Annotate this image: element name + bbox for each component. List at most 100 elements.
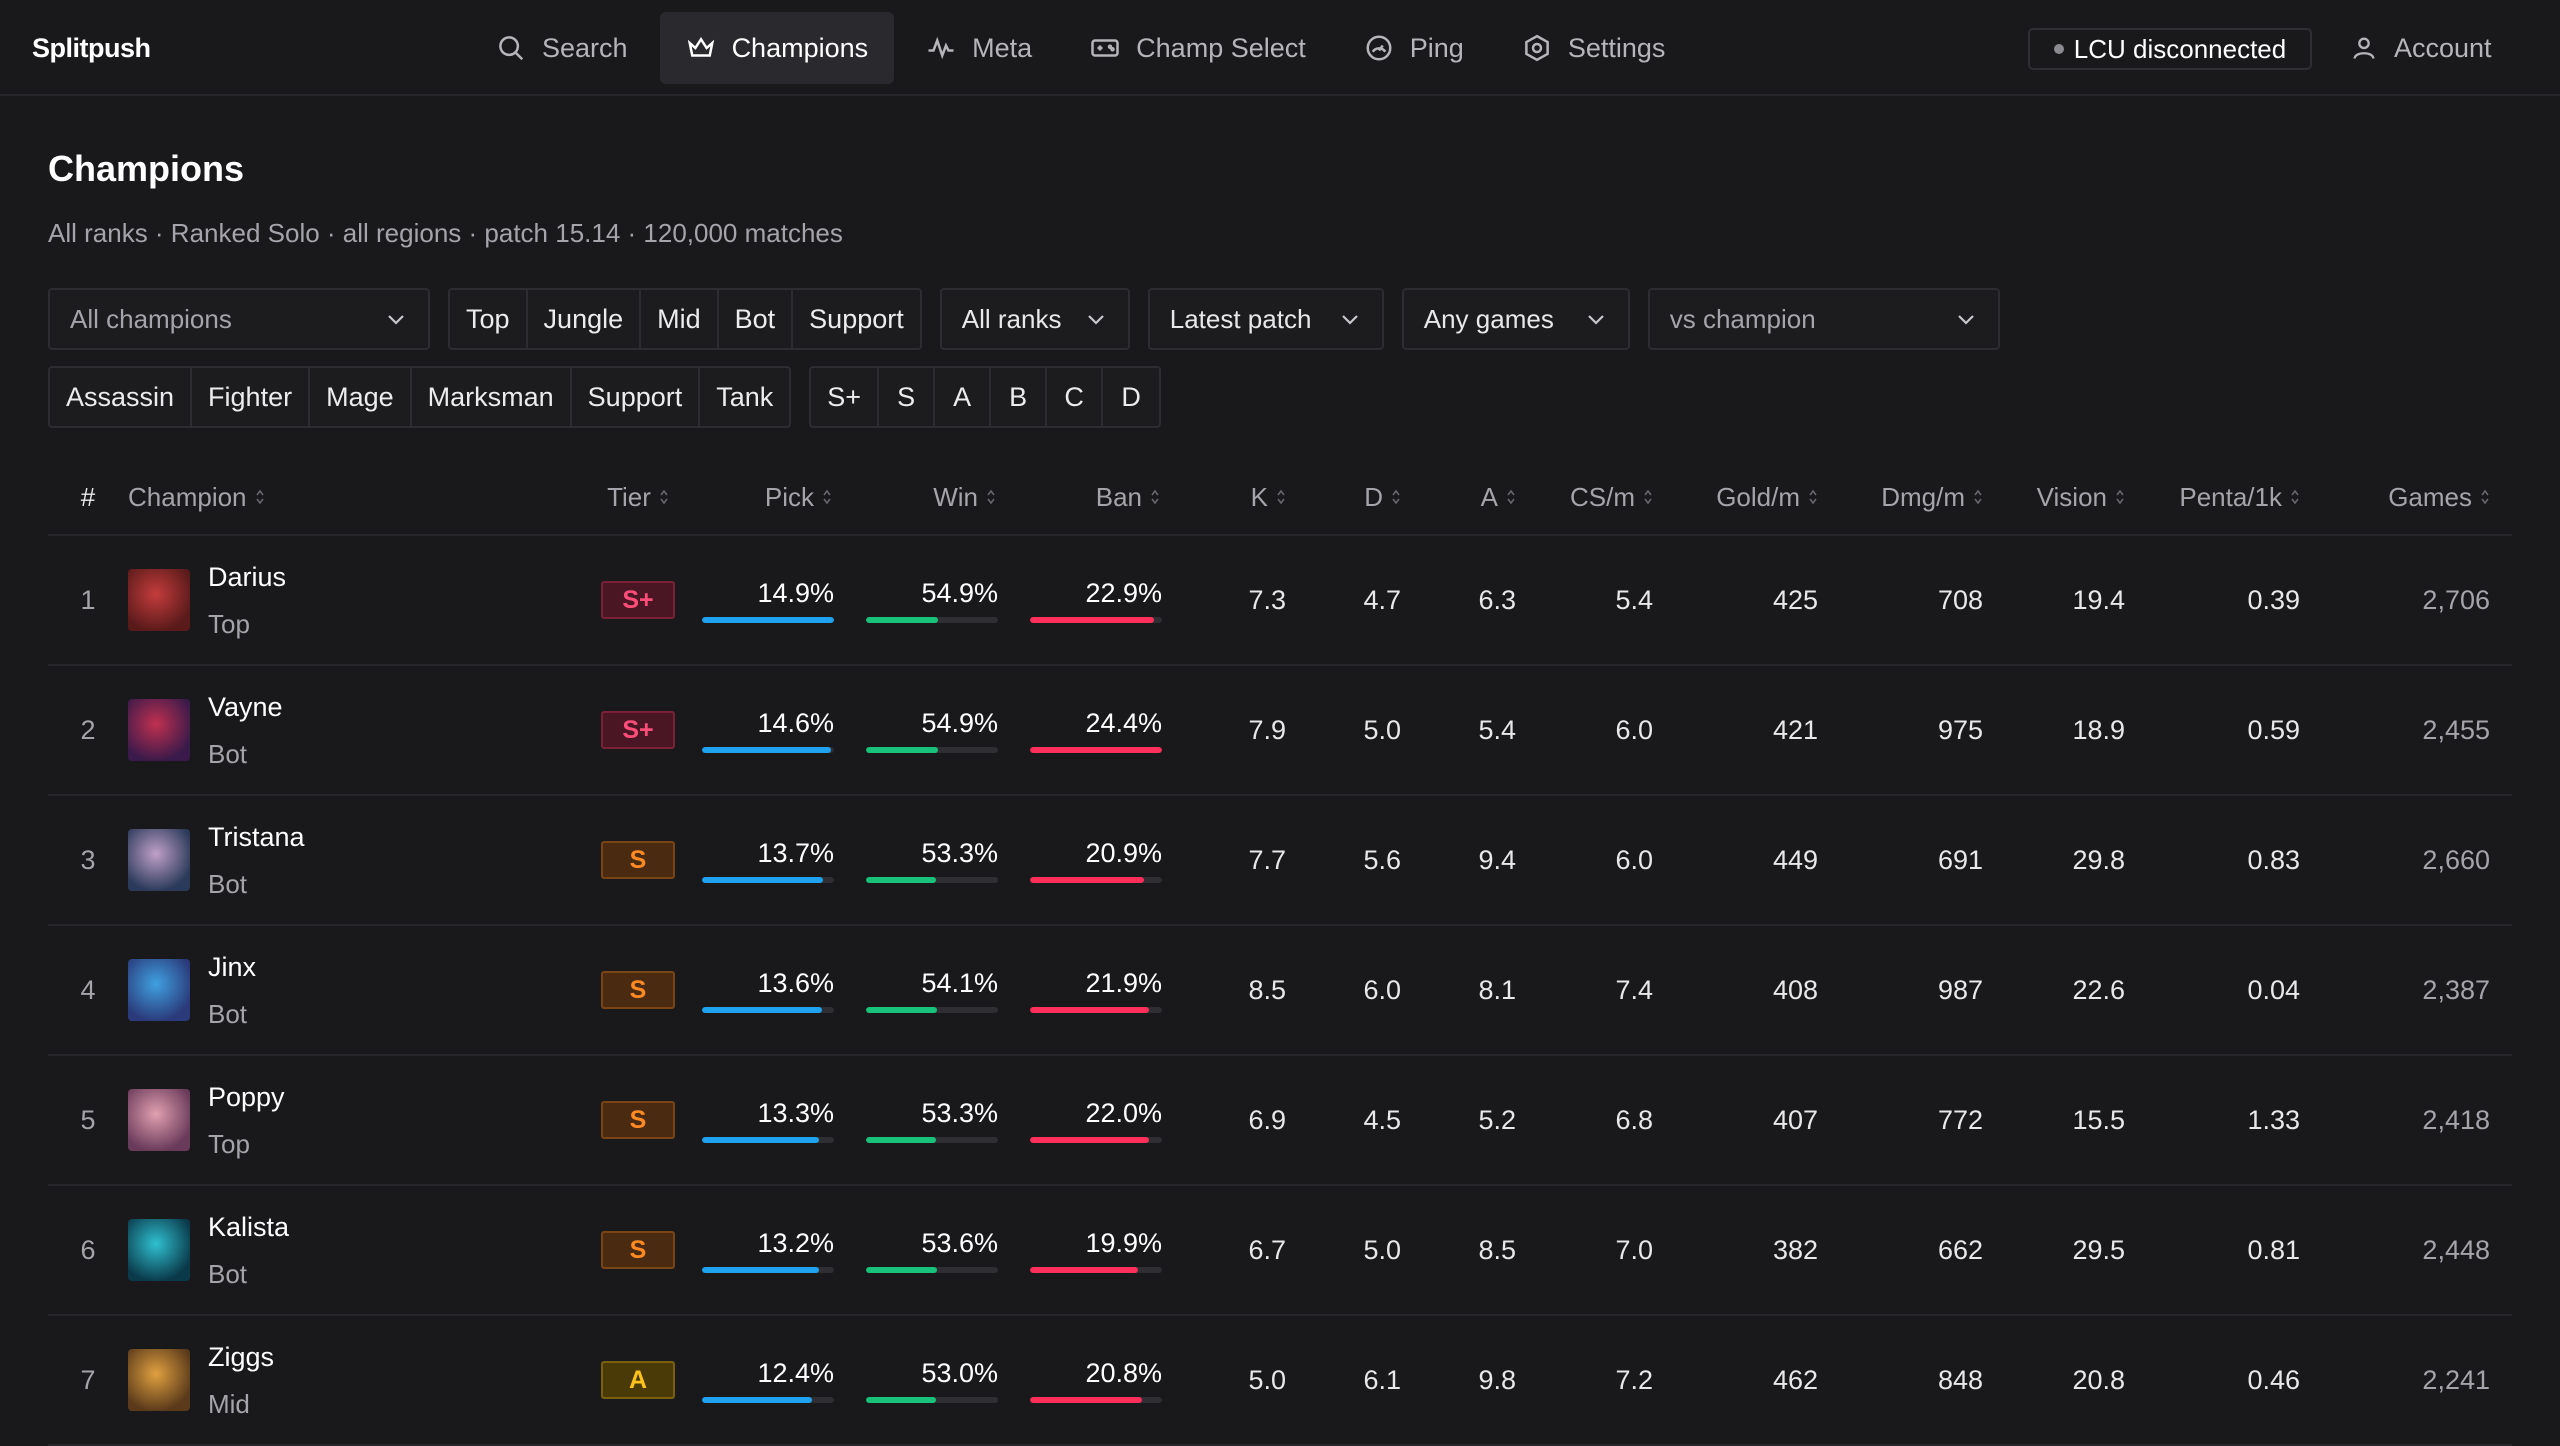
table-row[interactable]: 2 Vayne Bot S+ 14.6% 54.9% [48, 666, 2512, 796]
class-mage-button[interactable]: Mage [310, 368, 412, 426]
win-rate-bar [866, 877, 998, 883]
nav-champ-select[interactable]: Champ Select [1064, 12, 1332, 84]
col-pick-header[interactable]: Pick [698, 482, 862, 513]
col-gold-header[interactable]: Gold/m [1653, 482, 1818, 513]
col-win-header[interactable]: Win [862, 482, 1026, 513]
assists-cell: 9.4 [1478, 844, 1516, 875]
champion-name[interactable]: Poppy [208, 1082, 285, 1112]
tier-splus-button[interactable]: S+ [811, 368, 880, 426]
nav-settings[interactable]: Settings [1496, 12, 1692, 84]
col-dmg-header[interactable]: Dmg/m [1818, 482, 1983, 513]
role-bot-button[interactable]: Bot [719, 290, 794, 348]
tier-d-button[interactable]: D [1121, 381, 1141, 412]
nav-champions[interactable]: Champions [659, 12, 895, 84]
gold-per-min-cell: 425 [1772, 584, 1818, 615]
tier-badge: S [601, 1101, 675, 1139]
col-penta-header[interactable]: Penta/1k [2125, 482, 2300, 513]
ban-rate-value: 24.4% [1085, 708, 1162, 738]
rank-select[interactable]: All ranks [939, 288, 1130, 350]
assists-cell: 5.4 [1478, 714, 1516, 745]
col-win-label: Win [933, 481, 978, 512]
champion-avatar[interactable] [128, 569, 190, 631]
class-tank-button[interactable]: Tank [716, 381, 774, 412]
tier-b-button[interactable]: B [991, 368, 1048, 426]
col-cs-header[interactable]: CS/m [1516, 482, 1653, 513]
ban-rate-fill [1030, 1267, 1139, 1273]
champion-name[interactable]: Kalista [208, 1212, 290, 1242]
pick-rate-cell: 12.4% [698, 1357, 862, 1403]
champion-name[interactable]: Ziggs [208, 1342, 275, 1372]
col-tier-header[interactable]: Tier [578, 482, 698, 513]
ban-rate-bar [1030, 1007, 1162, 1013]
tier-a-button[interactable]: A [935, 368, 992, 426]
champion-avatar[interactable] [128, 1349, 190, 1411]
col-champion-header[interactable]: Champion [128, 482, 578, 513]
tier-c-button[interactable]: C [1047, 368, 1104, 426]
champion-avatar[interactable] [128, 959, 190, 1021]
brand-logo[interactable]: Splitpush [32, 32, 151, 63]
col-ban-header[interactable]: Ban [1026, 482, 1190, 513]
account-button[interactable]: Account [2350, 0, 2492, 96]
lcu-status-label: LCU disconnected [2073, 33, 2287, 64]
nav-champions-label: Champions [731, 32, 869, 63]
patch-select[interactable]: Latest patch [1147, 288, 1384, 350]
win-rate-bar [866, 1267, 998, 1273]
champion-cell: Ziggs Mid [128, 1333, 578, 1427]
champion-avatar[interactable] [128, 829, 190, 891]
dmg-per-min-cell: 772 [1937, 1104, 1983, 1135]
gold-per-min-cell: 408 [1772, 974, 1818, 1005]
col-a-header[interactable]: A [1401, 482, 1516, 513]
col-games-header[interactable]: Games [2300, 482, 2490, 513]
vision-cell: 18.9 [2072, 714, 2125, 745]
table-row[interactable]: 7 Ziggs Mid A 12.4% 53.0% [48, 1316, 2512, 1446]
champion-select[interactable]: All champions [48, 288, 430, 350]
champion-name[interactable]: Tristana [208, 822, 305, 852]
nav-search[interactable]: Search [470, 12, 654, 84]
role-jungle-button[interactable]: Jungle [528, 290, 642, 348]
pick-rate-fill [702, 617, 834, 623]
sort-icon [1974, 489, 1982, 505]
nav-ping[interactable]: Ping [1338, 12, 1490, 84]
champion-name[interactable]: Jinx [208, 952, 257, 982]
col-k-header[interactable]: K [1190, 482, 1286, 513]
filter-row-secondary: Assassin Fighter Mage Marksman Support T… [48, 366, 1162, 428]
table-row[interactable]: 1 Darius Top S+ 14.9% 54.9% [48, 536, 2512, 666]
role-mid-button[interactable]: Mid [641, 290, 719, 348]
dmg-per-min-cell: 987 [1937, 974, 1983, 1005]
pick-rate-bar [702, 1267, 834, 1273]
ban-rate-value: 21.9% [1085, 968, 1162, 998]
champion-name[interactable]: Darius [208, 562, 287, 592]
class-fighter-button[interactable]: Fighter [192, 368, 311, 426]
table-row[interactable]: 6 Kalista Bot S 13.2% 53.6% [48, 1186, 2512, 1316]
vs-champion-select[interactable]: vs champion [1647, 288, 2000, 350]
col-rank-header[interactable]: # [48, 482, 128, 513]
deaths-cell: 6.0 [1363, 974, 1401, 1005]
col-vision-header[interactable]: Vision [1983, 482, 2125, 513]
deaths-cell: 5.0 [1363, 714, 1401, 745]
table-row[interactable]: 3 Tristana Bot S 13.7% 53.3% [48, 796, 2512, 926]
champion-avatar[interactable] [128, 699, 190, 761]
class-assassin-button[interactable]: Assassin [50, 368, 193, 426]
nav-meta[interactable]: Meta [900, 12, 1058, 84]
champion-avatar[interactable] [128, 1219, 190, 1281]
role-top-button[interactable]: Top [450, 290, 528, 348]
col-d-header[interactable]: D [1286, 482, 1401, 513]
lcu-status-badge[interactable]: LCU disconnected [2028, 28, 2312, 70]
tier-badge: S [601, 841, 675, 879]
table-row[interactable]: 4 Jinx Bot S 13.6% 54.1% [48, 926, 2512, 1056]
games-select[interactable]: Any games [1401, 288, 1630, 350]
class-support-button[interactable]: Support [572, 368, 701, 426]
pick-rate-fill [702, 877, 824, 883]
cs-per-min-cell: 6.8 [1615, 1104, 1653, 1135]
champion-name[interactable]: Vayne [208, 692, 283, 722]
champion-cell: Kalista Bot [128, 1203, 578, 1297]
champion-avatar[interactable] [128, 1089, 190, 1151]
ban-rate-cell: 19.9% [1026, 1227, 1190, 1273]
table-row[interactable]: 5 Poppy Top S 13.3% 53.3% [48, 1056, 2512, 1186]
pick-rate-cell: 13.6% [698, 967, 862, 1013]
tier-s-button[interactable]: S [879, 368, 936, 426]
gold-per-min-cell: 421 [1772, 714, 1818, 745]
vision-cell: 22.6 [2072, 974, 2125, 1005]
role-support-button[interactable]: Support [809, 303, 904, 334]
class-marksman-button[interactable]: Marksman [412, 368, 572, 426]
